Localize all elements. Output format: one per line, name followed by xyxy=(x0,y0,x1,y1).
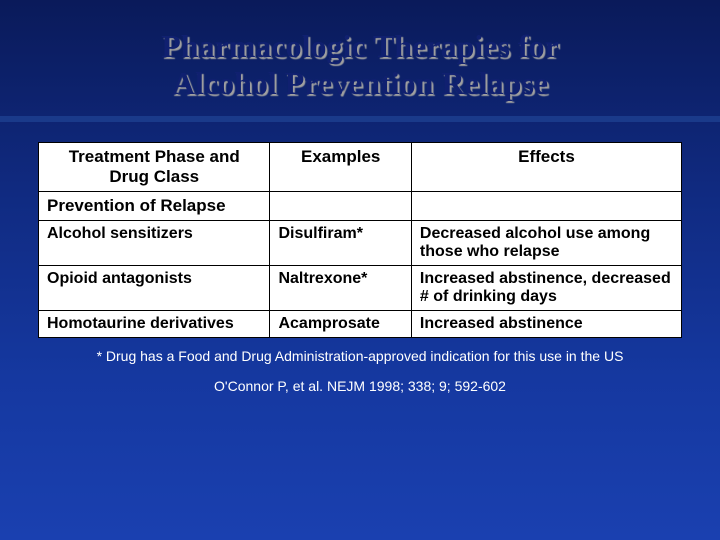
table-section-row: Prevention of Relapse xyxy=(39,191,682,220)
cell-effect: Increased abstinence, decreased # of dri… xyxy=(411,265,681,310)
cell-example: Disulfiram* xyxy=(270,220,411,265)
table-header-row: Treatment Phase and Drug Class Examples … xyxy=(39,142,682,191)
col-header-examples: Examples xyxy=(270,142,411,191)
slide: Pharmacologic Therapies for Alcohol Prev… xyxy=(0,0,720,540)
table-row: Homotaurine derivatives Acamprosate Incr… xyxy=(39,310,682,337)
col-header-class: Treatment Phase and Drug Class xyxy=(39,142,270,191)
slide-title: Pharmacologic Therapies for Alcohol Prev… xyxy=(0,28,720,102)
col-header-effects: Effects xyxy=(411,142,681,191)
cell-effect: Decreased alcohol use among those who re… xyxy=(411,220,681,265)
title-line-2: Alcohol Prevention Relapse xyxy=(172,65,548,101)
footnote: * Drug has a Food and Drug Administratio… xyxy=(38,348,682,364)
table-row: Opioid antagonists Naltrexone* Increased… xyxy=(39,265,682,310)
cell-example: Naltrexone* xyxy=(270,265,411,310)
cell-example: Acamprosate xyxy=(270,310,411,337)
section-empty-1 xyxy=(270,191,411,220)
table-container: Treatment Phase and Drug Class Examples … xyxy=(38,142,682,338)
accent-bar xyxy=(0,116,720,122)
table-row: Alcohol sensitizers Disulfiram* Decrease… xyxy=(39,220,682,265)
therapies-table: Treatment Phase and Drug Class Examples … xyxy=(38,142,682,338)
title-line-1: Pharmacologic Therapies for xyxy=(161,28,559,64)
section-label: Prevention of Relapse xyxy=(39,191,270,220)
cell-effect: Increased abstinence xyxy=(411,310,681,337)
cell-class: Opioid antagonists xyxy=(39,265,270,310)
section-empty-2 xyxy=(411,191,681,220)
cell-class: Alcohol sensitizers xyxy=(39,220,270,265)
cell-class: Homotaurine derivatives xyxy=(39,310,270,337)
citation: O'Connor P, et al. NEJM 1998; 338; 9; 59… xyxy=(0,378,720,394)
